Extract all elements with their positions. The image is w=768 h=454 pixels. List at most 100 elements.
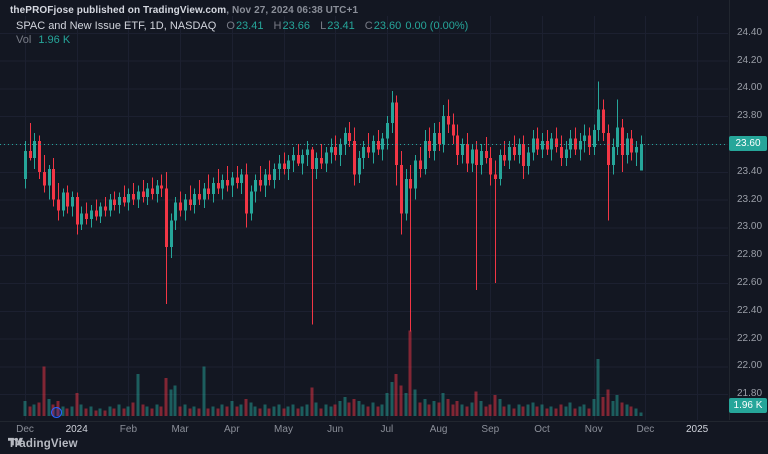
candle[interactable] [156,180,159,203]
volume-bar[interactable] [324,404,328,416]
volume-bar[interactable] [216,408,220,416]
candle[interactable] [80,206,83,231]
volume-bar[interactable] [578,406,582,417]
volume-bar[interactable] [639,412,643,416]
volume-bar[interactable] [122,408,126,416]
volume-bar[interactable] [352,398,356,416]
candle[interactable] [306,141,309,167]
volume-bar[interactable] [112,408,116,416]
candle[interactable] [160,174,163,197]
volume-bar[interactable] [611,400,615,416]
volume-bar[interactable] [230,400,234,416]
volume-bar[interactable] [98,408,102,416]
volume-bar[interactable] [169,389,173,416]
candle[interactable] [480,144,483,175]
candle[interactable] [630,130,633,161]
candle[interactable] [626,132,629,164]
volume-bar[interactable] [239,404,243,416]
candle[interactable] [184,194,187,221]
volume-bar[interactable] [310,387,314,417]
candle[interactable] [588,127,591,156]
volume-bar[interactable] [535,406,539,417]
volume-bar[interactable] [470,402,474,416]
volume-bar[interactable] [333,404,337,416]
volume-bar[interactable] [545,408,549,416]
candle[interactable] [66,185,69,214]
volume-bar[interactable] [23,400,27,416]
volume-bar[interactable] [277,404,281,416]
candle[interactable] [104,196,107,217]
candle[interactable] [597,81,600,142]
volume-bar[interactable] [582,404,586,416]
volume-bar[interactable] [455,400,459,416]
volume-bar[interactable] [357,400,361,416]
volume-bar[interactable] [498,398,502,416]
candle[interactable] [325,146,328,172]
candle[interactable] [414,155,417,200]
volume-bar[interactable] [253,406,257,417]
candle[interactable] [250,185,253,221]
volume-bar[interactable] [366,406,370,417]
volume-bar[interactable] [197,408,201,416]
volume-bar[interactable] [625,404,629,416]
volume-bar[interactable] [37,402,41,416]
candle[interactable] [207,174,210,200]
candle[interactable] [466,132,469,172]
volume-bar[interactable] [376,406,380,417]
candle[interactable] [132,182,135,206]
volume-bar[interactable] [394,374,398,416]
candle[interactable] [57,182,60,221]
volume-bar[interactable] [84,408,88,416]
volume-bar[interactable] [108,406,112,417]
candle[interactable] [518,138,521,164]
volume-bar[interactable] [484,406,488,417]
volume-bar[interactable] [404,393,408,416]
candle[interactable] [616,99,619,156]
volume-bar[interactable] [526,404,530,416]
volume-bar[interactable] [136,374,140,416]
volume-bar[interactable] [432,400,436,416]
candle[interactable] [475,141,478,290]
candle[interactable] [424,130,427,175]
candle[interactable] [315,152,318,179]
candle[interactable] [123,185,126,207]
candle[interactable] [447,99,450,133]
candle[interactable] [452,113,455,144]
candle[interactable] [405,169,408,221]
candle[interactable] [170,213,173,258]
candle[interactable] [372,135,375,164]
volume-bar[interactable] [286,406,290,417]
volume-bar[interactable] [258,408,262,416]
volume-bar[interactable] [94,410,98,416]
candle[interactable] [71,191,74,217]
volume-bar[interactable] [249,402,253,416]
volume-bar[interactable] [173,385,177,416]
volume-bar[interactable] [150,408,154,416]
volume-bar[interactable] [206,408,210,416]
candle[interactable] [409,164,412,332]
candle[interactable] [381,132,384,161]
candle[interactable] [278,155,281,181]
candle[interactable] [471,144,474,172]
volume-bar[interactable] [145,406,149,417]
volume-bar[interactable] [596,359,600,416]
volume-bar[interactable] [451,404,455,416]
candle[interactable] [99,202,102,224]
candle[interactable] [33,132,36,170]
candle[interactable] [419,146,422,178]
volume-bar[interactable] [32,404,36,416]
candle[interactable] [189,185,192,211]
volume-bar[interactable] [427,404,431,416]
price-axis[interactable]: 24.40 24.20 24.00 23.80 23.60 23.40 23.20 23.00… [729,0,768,420]
candle[interactable] [174,196,177,231]
volume-bar[interactable] [28,406,32,417]
candle[interactable] [236,166,239,189]
candle[interactable] [283,152,286,175]
volume-bar[interactable] [319,408,323,416]
candle[interactable] [503,141,506,167]
candle[interactable] [536,127,539,156]
volume-bar[interactable] [159,406,163,417]
candle[interactable] [358,150,361,183]
candle[interactable] [353,127,356,186]
candle[interactable] [461,138,464,164]
